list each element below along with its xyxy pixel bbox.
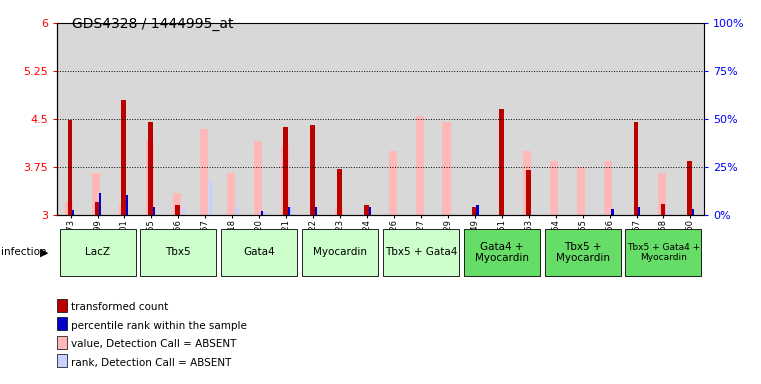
Text: infection: infection <box>1 247 46 258</box>
Text: ▶: ▶ <box>40 247 48 258</box>
Bar <box>209 180 212 215</box>
Bar <box>140 228 216 276</box>
Bar <box>498 109 504 215</box>
Bar <box>661 204 665 215</box>
Bar <box>476 205 479 215</box>
Bar <box>261 210 263 215</box>
Bar <box>687 161 693 215</box>
Bar <box>175 205 180 215</box>
Bar <box>314 207 317 215</box>
Bar <box>578 167 585 215</box>
Bar <box>638 207 641 215</box>
Text: Tbx5 +
Myocardin: Tbx5 + Myocardin <box>556 242 610 263</box>
Bar <box>182 207 185 215</box>
Bar <box>626 228 702 276</box>
Bar <box>68 120 72 215</box>
Text: percentile rank within the sample: percentile rank within the sample <box>71 321 247 331</box>
Bar <box>442 122 451 215</box>
Bar <box>94 202 100 215</box>
Bar <box>337 169 342 215</box>
Bar <box>383 228 459 276</box>
Bar <box>57 336 67 349</box>
Bar <box>221 228 298 276</box>
Bar <box>550 161 559 215</box>
Text: LacZ: LacZ <box>85 247 110 258</box>
Bar <box>289 207 293 215</box>
Bar <box>667 210 670 215</box>
Bar <box>364 205 369 215</box>
Bar <box>59 228 135 276</box>
Bar <box>146 141 154 215</box>
Bar <box>119 205 127 215</box>
Bar <box>335 207 342 215</box>
Text: Tbx5 + Gata4 +
Myocardin: Tbx5 + Gata4 + Myocardin <box>627 243 700 262</box>
Bar <box>281 146 289 215</box>
Bar <box>526 170 530 215</box>
Bar <box>263 212 266 215</box>
Bar <box>692 209 694 215</box>
Bar <box>126 195 129 215</box>
Bar <box>72 210 75 215</box>
Bar <box>389 151 396 215</box>
Bar <box>472 207 476 215</box>
Bar <box>235 207 239 215</box>
Bar <box>545 228 621 276</box>
Text: Myocardin: Myocardin <box>313 247 367 258</box>
Text: rank, Detection Call = ABSENT: rank, Detection Call = ABSENT <box>71 358 231 368</box>
Bar <box>200 129 208 215</box>
Bar <box>288 207 290 215</box>
Bar <box>463 228 540 276</box>
Bar <box>604 161 613 215</box>
Bar <box>524 151 531 215</box>
Bar <box>148 122 153 215</box>
Bar <box>57 317 67 330</box>
Text: value, Detection Call = ABSENT: value, Detection Call = ABSENT <box>71 339 236 349</box>
Bar <box>92 174 100 215</box>
Bar <box>99 193 101 215</box>
Bar <box>254 141 262 215</box>
Text: Tbx5 + Gata4: Tbx5 + Gata4 <box>385 247 457 258</box>
Bar <box>283 127 288 215</box>
Bar <box>302 228 378 276</box>
Bar <box>57 299 67 312</box>
Text: Tbx5: Tbx5 <box>166 247 191 258</box>
Bar <box>227 174 235 215</box>
Bar <box>173 193 181 215</box>
Bar <box>634 122 638 215</box>
Bar <box>658 174 666 215</box>
Bar <box>368 207 371 215</box>
Bar <box>65 202 73 215</box>
Text: Gata4 +
Myocardin: Gata4 + Myocardin <box>475 242 529 263</box>
Bar <box>122 100 126 215</box>
Text: Gata4: Gata4 <box>244 247 275 258</box>
Text: transformed count: transformed count <box>71 302 168 312</box>
Bar <box>57 354 67 367</box>
Text: GDS4328 / 1444995_at: GDS4328 / 1444995_at <box>72 17 234 31</box>
Bar <box>611 209 613 215</box>
Bar <box>153 207 155 215</box>
Bar <box>416 116 424 215</box>
Bar <box>310 126 315 215</box>
